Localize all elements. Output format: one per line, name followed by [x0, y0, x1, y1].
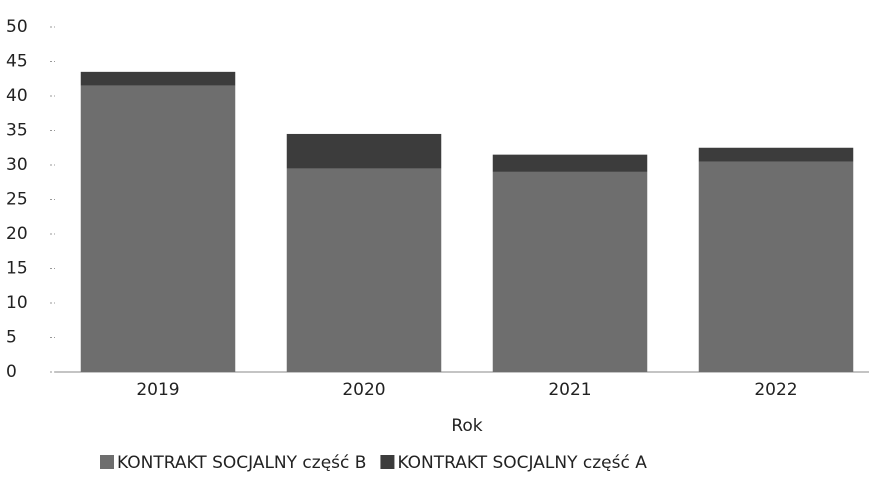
legend-label: KONTRAKT SOCJALNY część B	[117, 453, 366, 473]
x-tick-label: 2022	[754, 380, 797, 400]
legend-swatch	[100, 455, 114, 469]
y-tick-label: 35	[6, 121, 28, 141]
x-tick-label: 2019	[136, 380, 179, 400]
x-tick-label: 2021	[548, 380, 591, 400]
y-tick-label: 25	[6, 190, 28, 210]
y-tick-label: 40	[6, 86, 28, 106]
bar-segment	[286, 133, 442, 169]
y-tick-label: 45	[6, 52, 28, 72]
bar-segment	[698, 161, 854, 372]
y-tick-label: 15	[6, 259, 28, 279]
y-tick-label: 50	[6, 17, 28, 37]
x-tick-label: 2020	[342, 380, 385, 400]
y-tick-label: 5	[6, 328, 17, 348]
y-tick-label: 20	[6, 224, 28, 244]
bar-segment	[286, 168, 442, 372]
bar-segment	[492, 171, 648, 372]
bar-segment	[698, 147, 854, 162]
legend-swatch	[380, 455, 395, 469]
x-axis-label: Rok	[451, 416, 482, 436]
y-tick-label: 30	[6, 155, 28, 175]
y-tick-label: 0	[6, 362, 17, 382]
bar-segment	[80, 71, 236, 86]
legend-label: KONTRAKT SOCJALNY część A	[397, 453, 647, 473]
bar-segment	[492, 154, 648, 172]
y-tick-label: 10	[6, 293, 28, 313]
bar-segment	[80, 85, 236, 373]
